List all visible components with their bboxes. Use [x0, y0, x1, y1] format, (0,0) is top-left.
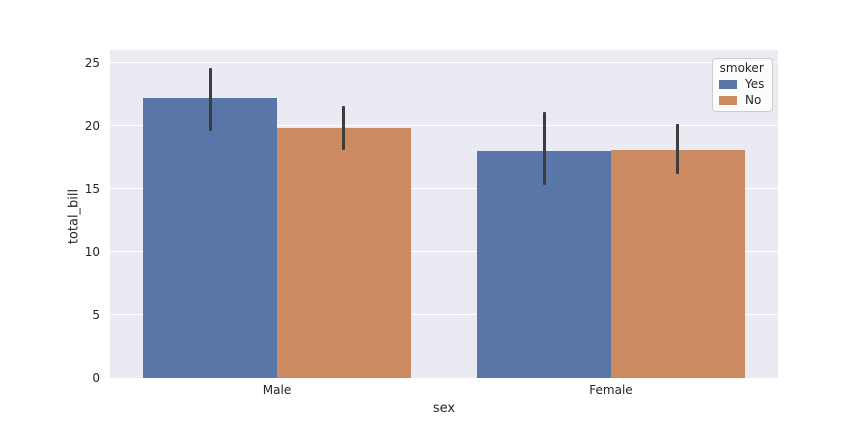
gridline [110, 314, 778, 316]
plot-area [110, 50, 778, 379]
error-bar-male-no [342, 105, 346, 150]
bar-male-yes [143, 97, 277, 378]
legend-item-no: No [719, 93, 764, 107]
bar-female-no [611, 149, 745, 378]
ytick-label: 25 [84, 55, 100, 70]
ytick-label: 10 [84, 244, 100, 259]
ytick-label: 5 [92, 307, 100, 322]
legend-label-yes: Yes [745, 77, 765, 91]
legend: smoker Yes No [712, 58, 774, 112]
legend-title: smoker [719, 61, 764, 75]
bar-male-no [277, 128, 411, 378]
gridline [110, 377, 778, 379]
error-bar-female-no [676, 124, 680, 174]
legend-swatch-no-icon [719, 95, 737, 105]
legend-label-no: No [745, 93, 762, 107]
ytick-label: 0 [92, 371, 100, 385]
legend-item-yes: Yes [719, 77, 764, 91]
ytick-label: 20 [84, 118, 100, 133]
error-bar-male-yes [208, 67, 212, 131]
legend-swatch-yes-icon [719, 79, 737, 89]
gridline [110, 188, 778, 190]
ytick-label: 15 [84, 181, 100, 196]
error-bar-female-yes [542, 111, 546, 185]
gridline [110, 62, 778, 64]
gridline [110, 125, 778, 127]
xtick-label: Female [589, 383, 633, 397]
x-axis-label: sex [432, 401, 456, 416]
bar-female-yes [477, 150, 611, 378]
xtick-label: Male [262, 383, 292, 397]
gridline [110, 251, 778, 253]
